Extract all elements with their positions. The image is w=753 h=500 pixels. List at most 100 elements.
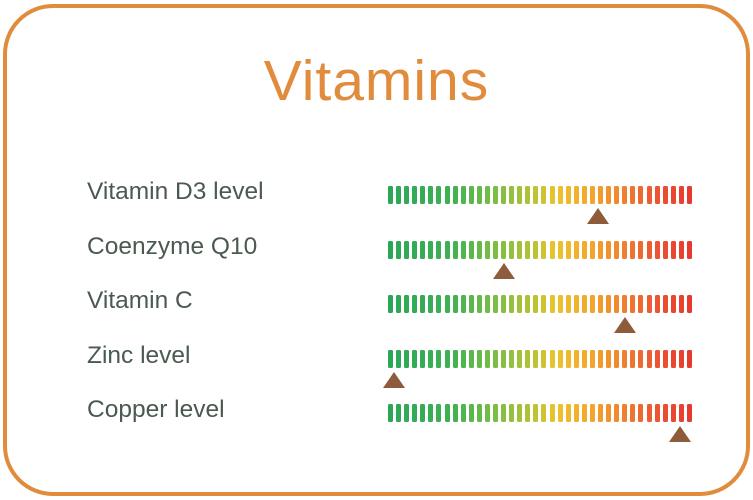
scale-tick <box>525 186 531 204</box>
scale-tick <box>630 295 636 314</box>
level-marker-triangle-icon <box>586 208 609 224</box>
scale-tick <box>606 295 612 314</box>
scale-tick <box>396 295 402 314</box>
scale-tick <box>428 295 434 314</box>
scale-tick <box>581 240 587 259</box>
scale-tick <box>460 186 466 204</box>
scale-tick <box>525 240 531 259</box>
chart-row: Copper level <box>87 395 717 450</box>
scale-tick <box>565 295 571 314</box>
scale-tick <box>686 295 692 314</box>
scale-tick <box>509 404 515 423</box>
scale-tick <box>654 240 660 259</box>
scale-tick <box>630 404 636 423</box>
scale-tick <box>581 295 587 314</box>
scale-tick <box>614 295 620 314</box>
scale-tick <box>404 240 410 259</box>
scale-tick <box>444 240 450 259</box>
scale-tick <box>396 186 402 204</box>
scale-tick <box>662 240 668 259</box>
scale-tick <box>412 404 418 423</box>
scale-tick <box>476 186 482 204</box>
scale-tick <box>509 295 515 314</box>
scale-tick <box>436 349 442 368</box>
scale-tick <box>549 349 555 368</box>
scale-tick <box>436 295 442 314</box>
scale-tick <box>412 186 418 204</box>
scale-tick <box>541 349 547 368</box>
scale-tick <box>396 349 402 368</box>
scale-tick <box>646 404 652 423</box>
scale-tick <box>493 295 499 314</box>
gradient-scale-bar <box>388 404 692 423</box>
scale-tick <box>501 186 507 204</box>
scale-tick <box>420 349 426 368</box>
scale-tick <box>525 295 531 314</box>
chart-row: Coenzyme Q10 <box>87 232 717 287</box>
scale-tick <box>598 240 604 259</box>
scale-tick <box>452 240 458 259</box>
scale-tick <box>533 186 539 204</box>
scale-tick <box>452 295 458 314</box>
scale-tick <box>573 295 579 314</box>
scale-tick <box>436 240 442 259</box>
scale-tick <box>557 186 563 204</box>
scale-tick <box>646 186 652 204</box>
scale-tick <box>573 240 579 259</box>
scale-tick <box>622 186 628 204</box>
scale-tick <box>509 349 515 368</box>
scale-tick <box>654 404 660 423</box>
scale-tick <box>606 186 612 204</box>
scale-tick <box>662 404 668 423</box>
scale-tick <box>517 240 523 259</box>
scale-tick <box>573 404 579 423</box>
scale-tick <box>404 404 410 423</box>
scale-tick <box>638 186 644 204</box>
scale-tick <box>428 349 434 368</box>
scale-tick <box>565 349 571 368</box>
scale-tick <box>493 349 499 368</box>
scale-tick <box>404 186 410 204</box>
row-label: Vitamin D3 level <box>87 178 264 205</box>
scale-tick <box>517 295 523 314</box>
scale-tick <box>468 240 474 259</box>
chart-row: Zinc level <box>87 341 717 396</box>
scale-tick <box>662 295 668 314</box>
scale-tick <box>549 295 555 314</box>
chart-rows: Vitamin D3 level Coenzyme Q10 Vitamin C Zin… <box>87 177 717 450</box>
scale-tick <box>484 240 490 259</box>
scale-tick <box>501 295 507 314</box>
scale-tick <box>533 295 539 314</box>
scale-tick <box>541 404 547 423</box>
scale-tick <box>589 295 595 314</box>
scale-tick <box>589 349 595 368</box>
scale-tick <box>468 349 474 368</box>
row-label: Vitamin C <box>87 287 193 315</box>
scale-tick <box>678 404 684 423</box>
scale-tick <box>614 186 620 204</box>
scale-tick <box>476 404 482 423</box>
scale-tick <box>460 349 466 368</box>
scale-tick <box>525 404 531 423</box>
scale-tick <box>606 240 612 259</box>
scale-tick <box>622 349 628 368</box>
scale-tick <box>638 404 644 423</box>
scale-tick <box>388 404 393 423</box>
scale-tick <box>493 186 499 204</box>
scale-tick <box>460 404 466 423</box>
scale-tick <box>484 295 490 314</box>
scale-tick <box>606 349 612 368</box>
page-title: Vitamins <box>263 49 490 113</box>
scale-tick <box>452 349 458 368</box>
level-marker-triangle-icon <box>668 426 691 443</box>
scale-tick <box>444 349 450 368</box>
scale-tick <box>598 186 604 204</box>
scale-tick <box>420 295 426 314</box>
scale-tick <box>412 240 418 259</box>
scale-tick <box>388 349 393 368</box>
scale-tick <box>509 240 515 259</box>
scale-tick <box>388 240 393 259</box>
scale-tick <box>557 295 563 314</box>
scale-tick <box>654 186 660 204</box>
scale-tick <box>549 404 555 423</box>
